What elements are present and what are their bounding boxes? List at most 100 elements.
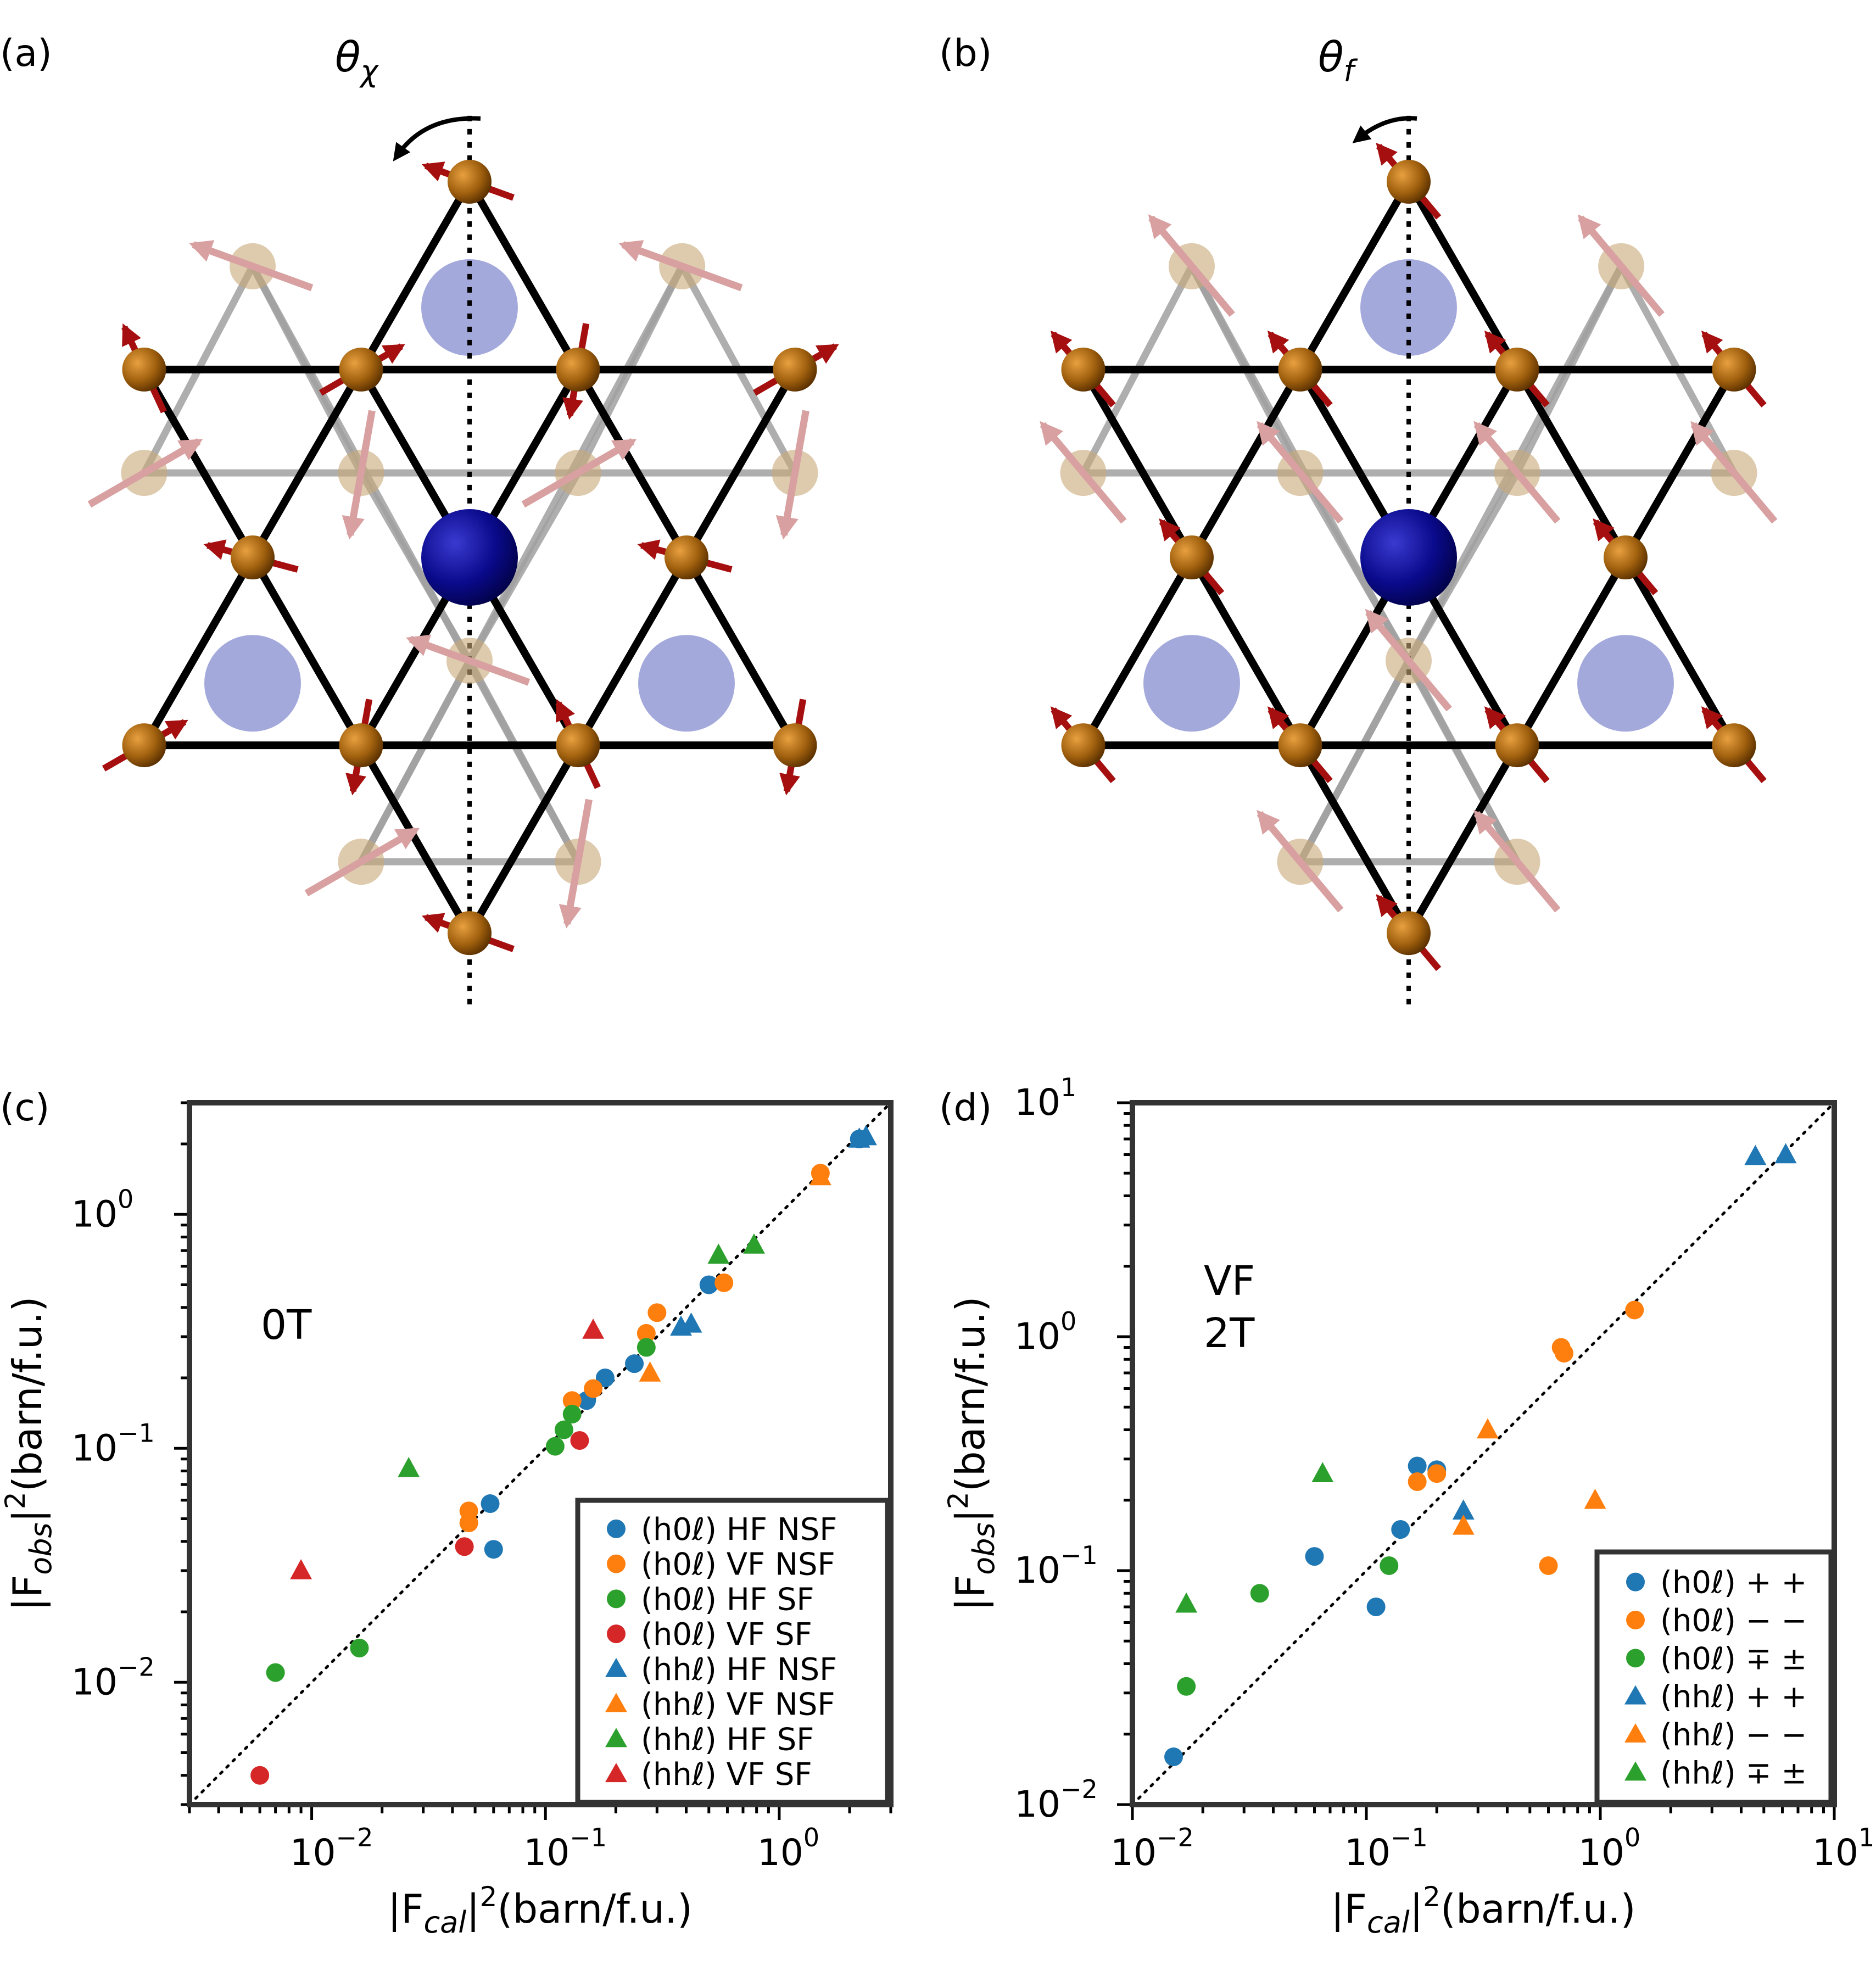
- magnetic-atom: [773, 723, 817, 768]
- faded-moment-arrow: [1257, 421, 1344, 524]
- center-ion: [1360, 509, 1457, 606]
- legend-marker: [1626, 1649, 1645, 1668]
- front-bond: [683, 555, 799, 747]
- front-bond: [358, 180, 473, 372]
- kagome-lattice-a: [87, 115, 839, 1010]
- faded-moment-arrow: [1473, 809, 1561, 913]
- data-point: [350, 1639, 369, 1658]
- faded-moment-arrow: [189, 240, 314, 292]
- legend-label: (hhℓ) + +: [1660, 1679, 1807, 1715]
- data-point: [455, 1537, 474, 1556]
- data-point: [1774, 1143, 1797, 1164]
- data-point: [562, 1405, 582, 1424]
- data-point: [1380, 1556, 1399, 1575]
- faded-moment-arrow: [618, 240, 743, 292]
- back-bond: [1297, 264, 1624, 864]
- faded-moment-arrow: [775, 410, 809, 540]
- legend-marker: [607, 1519, 626, 1538]
- magnetic-atom: [122, 347, 166, 392]
- y-axis-label: |Fobs|2(barn/f.u.): [942, 1297, 1001, 1611]
- x-tick-label: 101: [1812, 1823, 1874, 1874]
- legend-label: (hhℓ) ∓ ±: [1660, 1755, 1807, 1791]
- legend-label: (h0ℓ) VF SF: [641, 1617, 812, 1652]
- data-point: [481, 1494, 500, 1514]
- magnetic-atom: [556, 723, 600, 768]
- magnetic-atom: [1495, 347, 1539, 392]
- front-bond: [574, 555, 690, 747]
- back-bond: [358, 264, 685, 864]
- faded-ion: [1577, 635, 1674, 732]
- x-axis-label: |Fcal|2(barn/f.u.): [1331, 1881, 1635, 1940]
- faded-moment-arrow: [559, 798, 593, 929]
- data-point: [1452, 1499, 1475, 1520]
- data-point: [1476, 1418, 1499, 1439]
- legend-label: (hhℓ) VF NSF: [641, 1687, 835, 1723]
- data-point: [637, 1338, 656, 1357]
- data-point: [707, 1243, 730, 1264]
- data-point: [714, 1273, 734, 1292]
- data-point: [595, 1369, 615, 1388]
- panel-label-d: (d): [939, 1086, 992, 1130]
- data-point: [743, 1233, 765, 1254]
- legend-label: (h0ℓ) + +: [1660, 1565, 1807, 1601]
- x-tick-label: 10−1: [523, 1823, 607, 1874]
- center-ion: [421, 509, 518, 606]
- faded-moment-arrow: [304, 827, 420, 897]
- legend-box: [1594, 1549, 1834, 1805]
- legend-label: (h0ℓ) VF NSF: [641, 1547, 835, 1583]
- faded-ion: [204, 635, 301, 732]
- data-point: [582, 1319, 605, 1339]
- x-tick-label: 10−2: [1110, 1823, 1194, 1874]
- y-tick-label: 10−2: [71, 1652, 155, 1703]
- magnetic-atom: [1387, 159, 1431, 204]
- data-point: [1555, 1344, 1574, 1363]
- magnetic-atom: [1495, 723, 1539, 768]
- chart-d: 10−2 10−1 100 101 10−2 10−1 100 101 |Fcal|2(barn…: [942, 1073, 1874, 1940]
- legend-marker: [1626, 1572, 1645, 1591]
- data-point: [554, 1420, 573, 1439]
- back-bond: [1188, 264, 1521, 864]
- faded-moment-arrow: [1365, 608, 1452, 712]
- y-tick-label: 100: [71, 1184, 133, 1235]
- magnetic-atom: [556, 347, 600, 392]
- x-tick-label: 100: [1578, 1823, 1640, 1874]
- y-tick-label: 10−1: [1014, 1540, 1098, 1591]
- faded-ion: [1360, 259, 1457, 356]
- magnetic-atom: [339, 723, 383, 768]
- legend-label: (h0ℓ) HF NSF: [641, 1512, 838, 1548]
- front-bond: [249, 367, 365, 560]
- front-bond: [1622, 367, 1738, 560]
- front-bond: [574, 367, 690, 560]
- magnetic-atom: [1061, 347, 1106, 392]
- chart-c: 10−2 10−1 100 10−2 10−1 100 |Fcal|2(barn/f.u.)…: [0, 1100, 894, 1940]
- faded-moment-arrow: [521, 438, 637, 508]
- field-annotation: 2T: [1204, 1310, 1255, 1357]
- front-bond: [1514, 555, 1629, 747]
- data-point: [1625, 1300, 1644, 1320]
- data-point: [639, 1361, 661, 1382]
- faded-moment-arrow: [342, 410, 376, 540]
- magnetic-atom: [1278, 347, 1322, 392]
- legend-marker: [607, 1624, 626, 1644]
- data-point: [680, 1312, 702, 1333]
- panel-label-c: (c): [0, 1086, 49, 1130]
- front-bond: [1188, 367, 1304, 560]
- x-tick-label: 10−1: [1344, 1823, 1428, 1874]
- data-point: [1539, 1556, 1558, 1575]
- data-point: [459, 1514, 478, 1533]
- magnetic-atom: [1061, 723, 1106, 768]
- data-point: [1366, 1597, 1386, 1616]
- front-bond: [466, 743, 582, 935]
- data-point: [1452, 1514, 1475, 1535]
- legend-marker: [605, 1657, 627, 1677]
- data-point: [250, 1766, 270, 1785]
- legend-label: (hhℓ) VF SF: [641, 1757, 812, 1792]
- legend-label: (h0ℓ) ∓ ±: [1660, 1641, 1807, 1677]
- data-point: [647, 1303, 667, 1322]
- front-bond: [249, 555, 365, 747]
- data-point: [584, 1379, 603, 1398]
- panel-label-a: (a): [0, 32, 52, 75]
- faded-moment-arrow: [1473, 421, 1561, 524]
- y-tick-label: 10−2: [1014, 1774, 1098, 1825]
